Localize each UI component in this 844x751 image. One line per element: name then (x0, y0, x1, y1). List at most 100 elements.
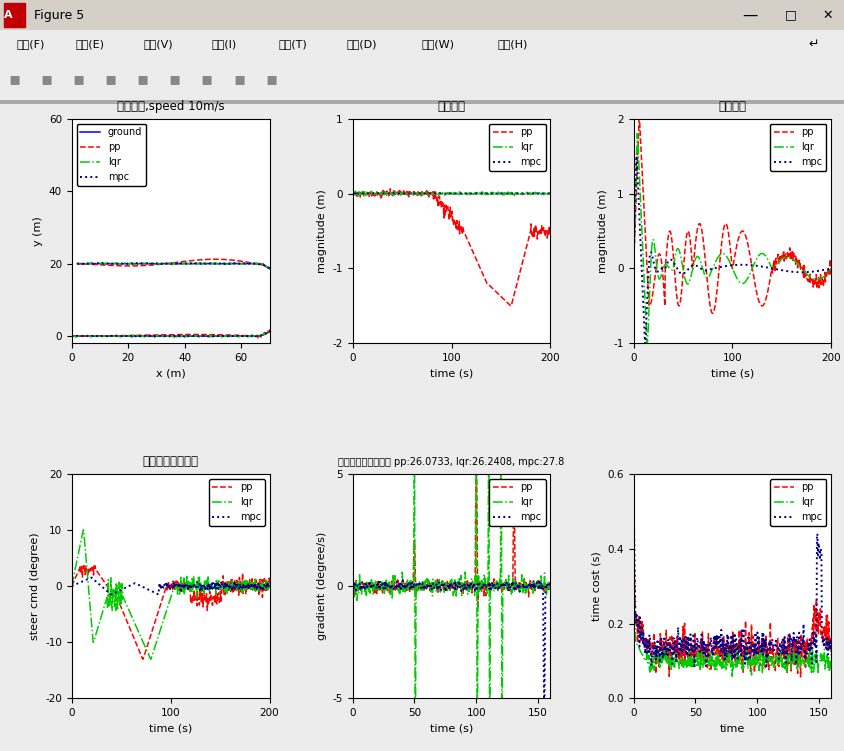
pp (412, 585, 422, 594)
Y-axis label: steer cmd (degree): steer cmd (degree) (30, 532, 40, 640)
Legend: pp, lqr, mpc: pp, lqr, mpc (208, 478, 265, 526)
lqr (724, 257, 734, 266)
mpc (640, 339, 650, 348)
lqr (456, 189, 466, 198)
lqr (409, 469, 419, 478)
lqr (264, 583, 274, 592)
lqr (632, 129, 642, 138)
lqr (826, 264, 836, 273)
Line: pp: pp (634, 119, 831, 313)
Text: 文件(F): 文件(F) (17, 39, 46, 50)
mpc (254, 332, 264, 341)
pp (652, 641, 663, 650)
mpc (175, 581, 185, 590)
pp (210, 255, 220, 264)
mpc (240, 259, 250, 268)
lqr (413, 587, 423, 596)
pp (163, 582, 173, 591)
pp (753, 643, 763, 652)
lqr (261, 584, 271, 593)
lqr (110, 259, 120, 268)
Line: mpc: mpc (634, 156, 831, 343)
mpc (747, 261, 757, 270)
pp (792, 252, 802, 261)
mpc (545, 584, 555, 593)
mpc (545, 189, 555, 198)
X-axis label: time (s): time (s) (711, 369, 754, 379)
Line: pp: pp (353, 474, 550, 608)
lqr (443, 189, 453, 198)
pp (75, 561, 85, 570)
lqr (214, 258, 225, 267)
pp (707, 309, 717, 318)
lqr (149, 333, 160, 342)
pp (252, 333, 262, 342)
pp (348, 187, 358, 196)
Legend: pp, lqr, mpc: pp, lqr, mpc (771, 478, 826, 526)
Line: lqr: lqr (353, 191, 550, 196)
pp (796, 672, 806, 681)
mpc (723, 261, 733, 270)
lqr (773, 662, 783, 671)
mpc (348, 189, 358, 198)
lqr (184, 259, 194, 268)
Line: lqr: lqr (353, 474, 550, 698)
ground (252, 331, 262, 340)
mpc (761, 662, 771, 671)
lqr (348, 186, 358, 195)
Text: 编辑(E): 编辑(E) (76, 39, 105, 50)
ground (73, 259, 83, 268)
mpc (822, 265, 832, 274)
Text: ▪: ▪ (201, 71, 214, 88)
lqr (67, 331, 77, 340)
Text: ▪: ▪ (233, 71, 246, 88)
Line: mpc: mpc (353, 580, 550, 698)
lqr (175, 590, 185, 599)
mpc (541, 189, 551, 198)
mpc (511, 189, 521, 198)
mpc (724, 261, 734, 270)
lqr (629, 562, 639, 572)
mpc (736, 261, 746, 270)
lqr (747, 264, 757, 273)
mpc (693, 639, 703, 648)
Text: 插入(I): 插入(I) (211, 39, 236, 50)
pp (706, 644, 717, 653)
pp (826, 651, 836, 660)
mpc (127, 332, 137, 341)
lqr (723, 255, 733, 264)
pp (541, 228, 551, 237)
X-axis label: time (s): time (s) (149, 724, 192, 734)
Text: ▪: ▪ (8, 71, 21, 88)
mpc (161, 581, 171, 590)
lqr (348, 581, 358, 590)
Text: ↵: ↵ (809, 38, 819, 51)
lqr (161, 606, 171, 615)
pp (736, 227, 746, 236)
pp (264, 581, 274, 590)
lqr (491, 583, 501, 592)
Text: —: — (743, 8, 758, 23)
pp (473, 604, 483, 613)
pp (473, 581, 483, 590)
pp (262, 263, 272, 272)
mpc (262, 262, 272, 271)
mpc (456, 189, 466, 198)
mpc (773, 645, 783, 654)
pp (426, 582, 436, 591)
lqr (511, 189, 521, 198)
Title: 算法跟踪下发角度: 算法跟踪下发角度 (143, 455, 198, 469)
Legend: pp, lqr, mpc: pp, lqr, mpc (490, 123, 545, 171)
mpc (371, 583, 381, 592)
Legend: pp, lqr, mpc: pp, lqr, mpc (490, 478, 545, 526)
lqr (545, 587, 555, 596)
Text: ▪: ▪ (137, 71, 149, 88)
Y-axis label: time cost (s): time cost (s) (592, 551, 602, 621)
pp (67, 332, 77, 341)
pp (230, 578, 240, 587)
mpc (706, 647, 717, 656)
Y-axis label: gradient (degree/s): gradient (degree/s) (317, 532, 327, 640)
lqr (706, 662, 717, 671)
lqr (652, 659, 663, 668)
pp (506, 301, 516, 310)
